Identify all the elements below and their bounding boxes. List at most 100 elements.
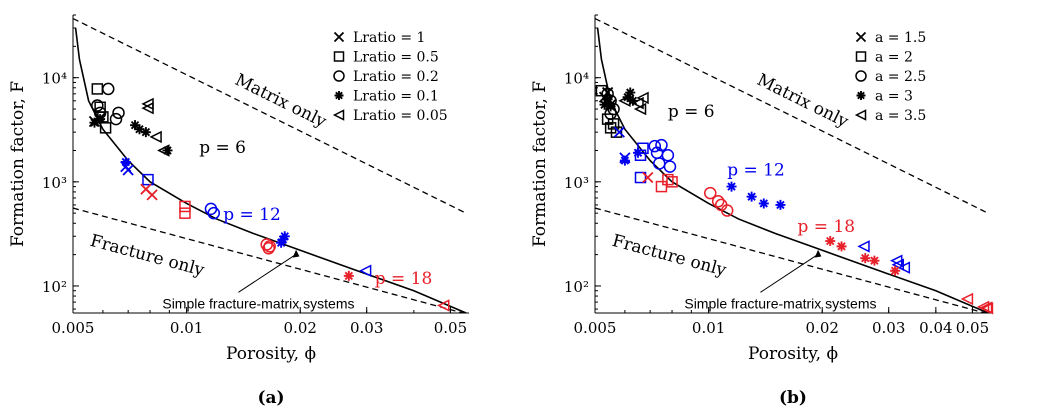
data-point-asterisk	[130, 120, 141, 131]
data-point-asterisk	[836, 241, 847, 252]
data-point-asterisk	[162, 145, 173, 156]
data-point-asterisk	[619, 155, 630, 166]
data-point-square	[637, 142, 649, 155]
data-point-square	[634, 171, 647, 184]
data-point-circle	[109, 112, 123, 126]
data-point-circle	[711, 195, 725, 208]
legend-entry: a = 3	[875, 89, 913, 105]
group-label: p = 12	[223, 205, 281, 225]
legend-entry: a = 2	[875, 50, 913, 66]
legend-marker	[855, 51, 867, 62]
data-point-asterisk	[625, 87, 636, 98]
legend-entry: a = 3.5	[875, 108, 926, 124]
x-tick-label: 0.02	[806, 319, 839, 337]
data-point-asterisk	[140, 127, 151, 138]
data-point-asterisk	[775, 199, 786, 210]
legend-entry: a = 1.5	[875, 30, 926, 46]
legend-marker	[332, 109, 345, 121]
legend-entry: a = 2.5	[875, 69, 926, 85]
x-tick-label: 0.04	[919, 319, 952, 337]
data-point-triangle-left	[960, 292, 974, 306]
data-point-asterisk	[746, 191, 757, 202]
legend-marker	[856, 91, 866, 100]
data-point-square	[179, 200, 191, 213]
data-point-asterisk	[599, 99, 610, 110]
data-point-x	[642, 171, 654, 184]
reference-line	[73, 17, 467, 214]
x-axis-label: Porosity, ϕ	[748, 344, 838, 364]
legend-marker	[333, 31, 345, 43]
data-point-asterisk	[825, 236, 836, 247]
data-point-square	[662, 173, 674, 186]
data-point-circle	[720, 204, 734, 217]
data-point-x	[88, 115, 101, 128]
data-point-asterisk	[343, 270, 354, 281]
annotation-arrow-head	[814, 249, 822, 258]
data-point-triangle-left	[149, 130, 162, 144]
reference-line	[73, 207, 466, 313]
data-point-asterisk	[279, 231, 290, 242]
panel-label: (a)	[257, 388, 284, 408]
annotation-fracture-only: Fracture only	[88, 231, 207, 281]
data-point-asterisk	[627, 95, 638, 106]
data-point-circle	[663, 160, 677, 173]
data-point-x	[122, 164, 134, 176]
x-tick-label: 0.005	[574, 319, 617, 337]
annotation-matrix-only: Matrix only	[754, 70, 852, 132]
data-point-circle	[661, 148, 675, 162]
legend-marker	[854, 109, 867, 121]
legend-entry: Lratio = 0.1	[353, 89, 439, 105]
data-point-circle	[112, 106, 125, 120]
data-point-square	[595, 84, 608, 97]
data-point-triangle-left	[618, 94, 631, 108]
data-point-triangle-left	[633, 102, 647, 116]
data-point-square	[634, 149, 647, 161]
data-point-square	[142, 173, 154, 186]
data-point-circle	[655, 138, 668, 152]
legend-marker	[334, 91, 344, 100]
data-point-x	[94, 112, 106, 124]
data-point-square	[666, 176, 678, 188]
annotation-matrix-only: Matrix only	[232, 70, 330, 132]
data-point-asterisk	[276, 237, 287, 248]
data-point-square	[91, 83, 104, 95]
annotation-arrow	[760, 253, 819, 293]
legend-marker	[855, 31, 867, 43]
data-point-asterisk	[120, 157, 131, 168]
data-point-triangle-left	[141, 101, 154, 115]
model-curve	[596, 27, 989, 313]
chart-panel-1: 0.005 0.01 0.02 0.03 0.05 10² 10³ 10⁴ Porosity, …	[8, 14, 469, 408]
data-point-asterisk	[890, 265, 901, 276]
x-axis-label: Porosity, ϕ	[226, 344, 316, 364]
data-point-triangle-left	[157, 144, 170, 157]
y-tick-label: 10²	[564, 278, 589, 296]
x-tick-label: 0.05	[434, 319, 467, 337]
group-label: p = 6	[668, 102, 715, 122]
data-point-asterisk	[726, 181, 737, 192]
y-axis-label: Formation factor, F	[530, 81, 550, 247]
data-point-triangle-left	[897, 261, 911, 274]
data-point-x	[146, 189, 158, 201]
chart-panel-2: 0.005 0.01 0.02 0.03 0.04 0.05 10² 10³ 10⁴ Porosi…	[530, 14, 994, 408]
data-point-circle	[102, 82, 115, 96]
legend-marker	[333, 70, 345, 82]
group-label: p = 18	[375, 269, 433, 289]
data-point-circle	[262, 242, 275, 255]
data-point-triangle-left	[437, 299, 450, 312]
annotation-model-curve: Simple fracture-matrix systems	[684, 295, 876, 311]
data-point-triangle-left	[358, 264, 372, 277]
data-point-square	[655, 180, 668, 193]
x-tick-label: 0.01	[692, 319, 725, 337]
x-tick-label: 0.005	[52, 319, 95, 337]
data-point-circle	[648, 139, 662, 153]
group-label: p = 6	[199, 138, 246, 158]
annotation-fracture-only: Fracture only	[610, 231, 729, 281]
panel-label: (b)	[779, 388, 807, 408]
y-tick-label: 10²	[42, 278, 67, 296]
reference-line	[595, 207, 988, 313]
data-point-circle	[207, 206, 220, 220]
data-point-asterisk	[605, 101, 616, 112]
group-label: p = 12	[727, 161, 785, 181]
data-point-asterisk	[758, 198, 769, 209]
